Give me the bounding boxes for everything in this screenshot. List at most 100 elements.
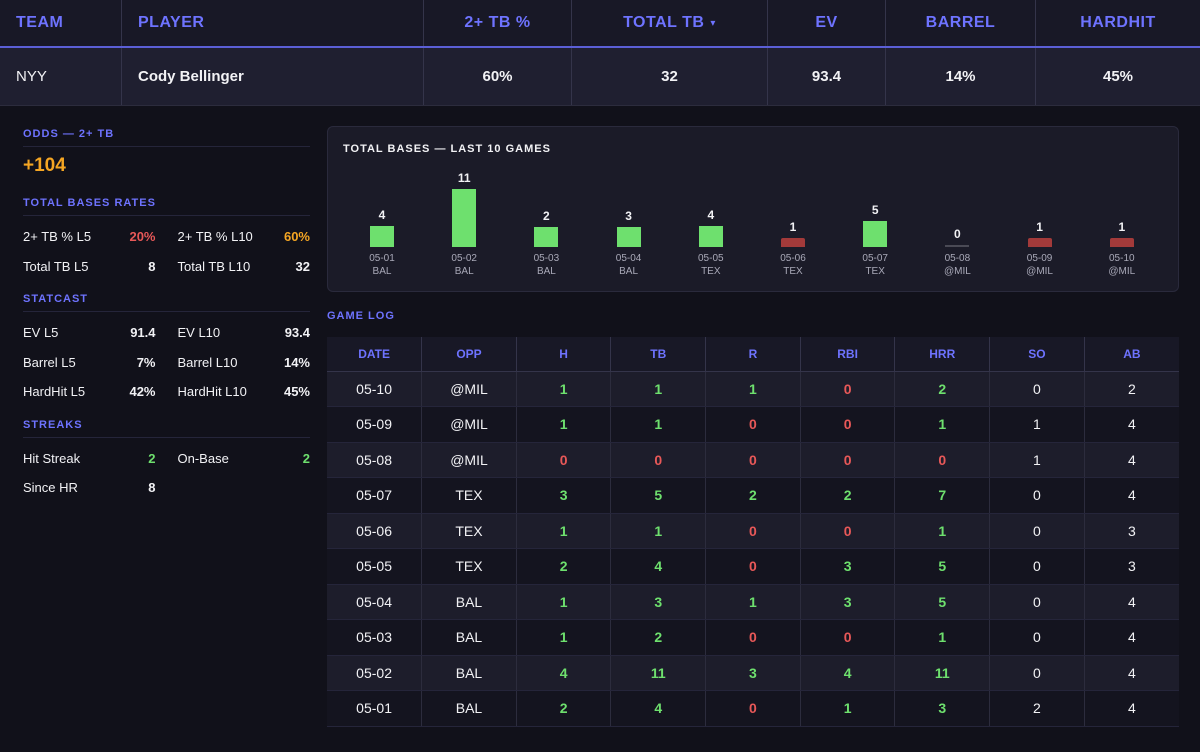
bar-value-label: 11 bbox=[457, 170, 471, 185]
game-log-row[interactable]: 05-10 @MIL 1 1 1 0 2 0 2 bbox=[327, 371, 1179, 407]
game-log-row[interactable]: 05-09 @MIL 1 1 0 0 1 1 4 bbox=[327, 406, 1179, 443]
game-log-cell-rbi: 0 bbox=[800, 371, 896, 407]
game-log-cell-so: 0 bbox=[989, 584, 1085, 620]
stat-label: EV L10 bbox=[177, 325, 221, 341]
bar-date-label: 05-08 bbox=[944, 253, 971, 264]
game-log-row[interactable]: 05-02 BAL 4 11 3 4 11 0 4 bbox=[327, 655, 1179, 691]
bar-column-05-06[interactable]: 1 05-06 TEX bbox=[753, 167, 833, 277]
bar-column-05-08[interactable]: 0 05-08 @MIL bbox=[917, 167, 997, 277]
game-log-col-ab[interactable]: AB bbox=[1084, 337, 1179, 372]
bar-value-label: 5 bbox=[871, 202, 879, 217]
game-log-cell-tb: 11 bbox=[610, 655, 707, 691]
col-header-team-label: TEAM bbox=[16, 14, 64, 31]
col-header-player-label: PLAYER bbox=[138, 14, 205, 31]
col-header-team[interactable]: TEAM bbox=[0, 0, 122, 46]
col-header-player[interactable]: PLAYER bbox=[122, 0, 424, 46]
bar-opponent-label: BAL bbox=[372, 266, 392, 277]
bar-date-label: 05-07 bbox=[862, 253, 888, 264]
game-log-row[interactable]: 05-07 TEX 3 5 2 2 7 0 4 bbox=[327, 477, 1179, 514]
game-log-col-tb[interactable]: TB bbox=[610, 337, 707, 372]
player-row[interactable]: NYY Cody Bellinger 60% 32 93.4 14% 45% bbox=[0, 48, 1200, 106]
stat-label: Total TB L5 bbox=[23, 258, 89, 274]
game-log-cell-r: 1 bbox=[705, 371, 801, 407]
stat-barrel-l5: Barrel L5 7% bbox=[23, 348, 156, 378]
game-log-cell-ab: 3 bbox=[1084, 513, 1179, 549]
game-log-cell-h: 0 bbox=[516, 442, 612, 478]
stat-hardhit-l5: HardHit L5 42% bbox=[23, 377, 156, 407]
game-log-table: DATE OPP H TB R RBI HRR SO AB 05-10 @MIL 1 1 1 0 2 0 2 05… bbox=[327, 337, 1179, 727]
game-log-cell-ab: 4 bbox=[1084, 619, 1179, 656]
game-log-col-opp[interactable]: OPP bbox=[421, 337, 517, 372]
game-log-cell-date: 05-03 bbox=[327, 619, 423, 656]
stat-on-base-streak: On-Base 2 bbox=[178, 444, 311, 474]
stat-value: 20% bbox=[129, 229, 156, 245]
game-log-col-rbi[interactable]: RBI bbox=[800, 337, 896, 372]
game-log-cell-r: 2 bbox=[705, 477, 801, 514]
game-log-cell-rbi: 0 bbox=[800, 442, 896, 478]
game-log-col-so[interactable]: SO bbox=[989, 337, 1085, 372]
bar-column-05-04[interactable]: 3 05-04 BAL bbox=[589, 167, 669, 277]
game-log-row[interactable]: 05-08 @MIL 0 0 0 0 0 1 4 bbox=[327, 442, 1179, 478]
game-log-col-hrr[interactable]: HRR bbox=[894, 337, 991, 372]
game-log-cell-ab: 4 bbox=[1084, 655, 1179, 691]
game-log-cell-opp: TEX bbox=[421, 477, 517, 514]
player-name: Cody Bellinger bbox=[122, 48, 424, 105]
stat-value: 14% bbox=[283, 354, 310, 370]
game-log-cell-ab: 4 bbox=[1084, 584, 1179, 620]
game-log-col-h[interactable]: H bbox=[516, 337, 612, 372]
player-2tb-pct: 60% bbox=[424, 48, 572, 105]
col-header-ev[interactable]: EV bbox=[768, 0, 886, 46]
game-log-cell-tb: 1 bbox=[610, 371, 707, 407]
game-log-cell-r: 1 bbox=[705, 584, 801, 620]
col-header-hardhit[interactable]: HARDHIT bbox=[1036, 0, 1200, 46]
bar-column-05-09[interactable]: 1 05-09 @MIL bbox=[1000, 167, 1080, 277]
stat-label: Barrel L10 bbox=[177, 354, 238, 370]
game-log-cell-hrr: 11 bbox=[894, 655, 991, 691]
bar-date-label: 05-06 bbox=[780, 253, 806, 264]
col-header-total-tb[interactable]: TOTAL TB ▾ bbox=[572, 0, 768, 46]
game-log-cell-r: 0 bbox=[705, 619, 801, 656]
bar-column-05-01[interactable]: 4 05-01 BAL bbox=[342, 167, 422, 277]
game-log-cell-date: 05-09 bbox=[327, 406, 423, 443]
game-log-cell-ab: 4 bbox=[1084, 690, 1179, 727]
game-log-cell-r: 0 bbox=[705, 548, 801, 585]
game-log-col-date[interactable]: DATE bbox=[327, 337, 423, 372]
game-log-row[interactable]: 05-05 TEX 2 4 0 3 5 0 3 bbox=[327, 548, 1179, 585]
game-log-cell-r: 0 bbox=[705, 406, 801, 443]
stat-label: 2+ TB % L5 bbox=[23, 229, 92, 245]
bar-column-05-05[interactable]: 4 05-05 TEX bbox=[671, 167, 751, 277]
game-log-cell-r: 0 bbox=[705, 442, 801, 478]
game-log-cell-h: 4 bbox=[516, 655, 612, 691]
game-log-row[interactable]: 05-03 BAL 1 2 0 0 1 0 4 bbox=[327, 619, 1179, 656]
col-header-hardhit-label: HARDHIT bbox=[1080, 14, 1156, 31]
tb-rates-section-title: TOTAL BASES RATES bbox=[23, 197, 310, 216]
game-log-cell-opp: BAL bbox=[421, 619, 517, 656]
bar-column-05-02[interactable]: 11 05-02 BAL bbox=[424, 167, 504, 277]
game-log-cell-ab: 2 bbox=[1084, 371, 1179, 407]
game-log-row[interactable]: 05-01 BAL 2 4 0 1 3 2 4 bbox=[327, 690, 1179, 727]
game-log-cell-hrr: 5 bbox=[894, 584, 991, 620]
stat-value: 2 bbox=[148, 450, 156, 466]
bar-column-05-07[interactable]: 5 05-07 TEX bbox=[835, 167, 915, 278]
game-log-cell-rbi: 0 bbox=[800, 619, 896, 656]
stat-value: 93.4 bbox=[284, 325, 310, 341]
game-log-cell-so: 0 bbox=[989, 655, 1085, 691]
bar-column-05-03[interactable]: 2 05-03 BAL bbox=[506, 167, 586, 277]
chart-bar bbox=[534, 227, 559, 247]
game-log-col-r[interactable]: R bbox=[705, 337, 801, 372]
player-ev: 93.4 bbox=[768, 48, 886, 105]
game-log-cell-date: 05-02 bbox=[327, 655, 423, 691]
game-log-cell-date: 05-05 bbox=[327, 548, 423, 585]
col-header-barrel[interactable]: BARREL bbox=[886, 0, 1036, 46]
bar-column-05-10[interactable]: 1 05-10 @MIL bbox=[1082, 167, 1162, 277]
game-log-cell-opp: @MIL bbox=[421, 371, 517, 407]
game-log-row[interactable]: 05-04 BAL 1 3 1 3 5 0 4 bbox=[327, 584, 1179, 620]
game-log-cell-so: 1 bbox=[989, 442, 1085, 478]
col-header-2tb-pct[interactable]: 2+ TB % bbox=[424, 0, 572, 46]
stat-value: 8 bbox=[148, 258, 156, 274]
player-team: NYY bbox=[0, 48, 122, 105]
game-log-row[interactable]: 05-06 TEX 1 1 0 0 1 0 3 bbox=[327, 513, 1179, 549]
game-log-cell-h: 2 bbox=[516, 690, 612, 727]
bar-opponent-label: TEX bbox=[865, 266, 885, 277]
game-log-cell-date: 05-08 bbox=[327, 442, 423, 478]
